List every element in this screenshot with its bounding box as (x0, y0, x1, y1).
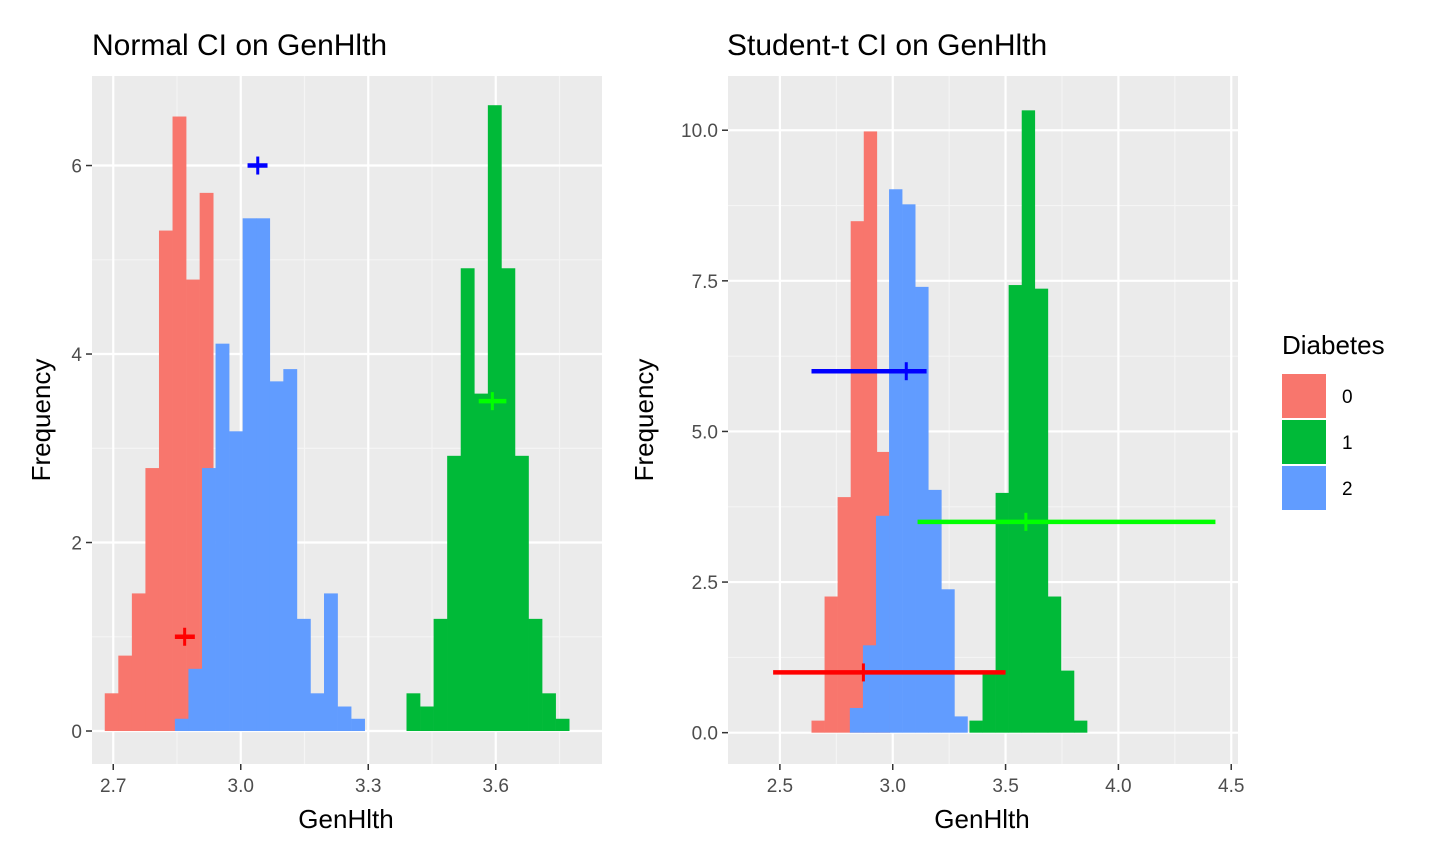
histogram-bar-group-0 (131, 593, 146, 732)
x-axis-label: GenHlth (934, 804, 1029, 834)
x-tick-label: 3.6 (483, 776, 509, 797)
histogram-bar-group-1 (1060, 670, 1075, 733)
histogram-bar-group-1 (969, 720, 983, 733)
legend-swatch-0 (1282, 374, 1326, 418)
histogram-bar-group-0 (811, 720, 825, 733)
histogram-bar-group-2 (201, 468, 216, 732)
x-axis-label: GenHlth (298, 804, 393, 834)
histogram-bar-group-0 (863, 131, 878, 733)
histogram-bar-group-2 (351, 718, 365, 732)
histogram-bar-group-2 (954, 716, 968, 733)
chart-title: Student-t CI on GenHlth (727, 29, 1047, 62)
histogram-bar-group-2 (941, 589, 955, 733)
histogram-bar-group-0 (118, 655, 133, 732)
histogram-bar-group-2 (188, 668, 203, 732)
histogram-bar-group-2 (269, 381, 284, 732)
histogram-bar-group-2 (296, 618, 311, 732)
histogram-bar-group-0 (172, 116, 187, 732)
x-tick-label: 3.3 (355, 776, 381, 797)
legend-swatch-1 (1282, 420, 1326, 464)
histogram-bar-group-1 (542, 693, 556, 732)
y-tick-label: 0.0 (692, 724, 718, 745)
ci-errorbars (174, 156, 507, 646)
y-tick-label: 10.0 (681, 121, 718, 142)
x-tick-label: 4.0 (1105, 776, 1131, 797)
histogram-bar-group-2 (928, 489, 942, 733)
histogram-bar-group-1 (501, 268, 516, 732)
histogram-bar-group-1 (1021, 110, 1036, 733)
x-tick-label: 3.0 (880, 776, 906, 797)
histogram-bar-group-1 (555, 718, 570, 732)
histogram-bar-group-1 (982, 670, 996, 733)
y-tick-label: 0 (71, 722, 82, 743)
x-tick-label: 2.5 (767, 776, 793, 797)
histogram-bar-group-1 (1034, 288, 1049, 733)
histogram-bar-group-0 (837, 497, 851, 733)
legend-swatch-2 (1282, 466, 1326, 510)
histogram-bar-group-0 (850, 221, 865, 733)
x-tick-label: 2.7 (100, 776, 126, 797)
histogram-bar-group-1 (487, 105, 502, 732)
histogram-bar-group-2 (256, 218, 271, 732)
histogram-bar-group-1 (1008, 285, 1023, 733)
panel-background (728, 76, 1238, 764)
legend-label-1: 1 (1342, 433, 1353, 454)
legend-label-2: 2 (1342, 479, 1353, 500)
y-tick-label: 2.5 (692, 573, 718, 594)
histogram-bar-group-2 (875, 515, 890, 733)
histogram-bar-group-1 (447, 455, 462, 732)
histogram-bar-group-2 (902, 204, 916, 733)
x-tick-label: 3.5 (992, 776, 1018, 797)
histogram-bar-group-1 (420, 706, 434, 732)
histogram-bar-group-0 (186, 279, 200, 732)
histogram-bar-group-1 (528, 618, 543, 732)
histogram-bar-group-2 (242, 218, 257, 732)
y-tick-label: 6 (71, 157, 82, 178)
right-plot: 2.5 3.0 3.5 4.0 4.5 0.0 2.5 5.0 7.5 10.0 Student-… (629, 29, 1244, 834)
legend-label-0: 0 (1342, 387, 1353, 408)
histogram-bar-group-1 (1047, 596, 1062, 733)
legend-title: Diabetes (1282, 330, 1385, 360)
histogram-bar-group-2 (229, 431, 243, 732)
y-tick-label: 5.0 (692, 422, 718, 443)
histogram-bar-group-2 (889, 189, 903, 733)
y-axis-label: Frequency (629, 359, 659, 482)
histogram-bar-group-1 (460, 268, 475, 732)
histogram-bar-group-0 (158, 230, 173, 732)
grid-lines (728, 76, 1238, 764)
histogram-bar-group-2 (310, 693, 325, 732)
histogram-bar-group-1 (514, 455, 529, 732)
histogram-bar-group-2 (283, 369, 298, 732)
legend: Diabetes 0 1 2 (1282, 330, 1385, 510)
left-plot: 2.7 3.0 3.3 3.6 0 2 4 6 Normal CI on GenHlth Ge… (26, 29, 602, 834)
histogram-bar-group-1 (995, 492, 1009, 733)
y-axis-label: Frequency (26, 359, 56, 482)
histogram-bar-group-2 (174, 718, 189, 732)
histogram-bar-group-1 (474, 393, 489, 732)
histogram-bar-group-0 (145, 468, 160, 732)
x-tick-label: 3.0 (228, 776, 254, 797)
y-tick-label: 7.5 (692, 272, 718, 293)
axis-ticks: 2.5 3.0 3.5 4.0 4.5 0.0 2.5 5.0 7.5 10.0 (681, 121, 1244, 797)
histogram-bar-group-2 (849, 707, 864, 733)
histogram-bar-group-2 (324, 593, 338, 732)
histogram-bars (104, 105, 570, 732)
histogram-bar-group-2 (915, 286, 929, 733)
histogram-bar-group-0 (824, 596, 838, 733)
histogram-bar-group-2 (215, 343, 230, 732)
x-tick-label: 4.5 (1218, 776, 1244, 797)
chart-title: Normal CI on GenHlth (92, 29, 387, 62)
axis-ticks: 2.7 3.0 3.3 3.6 0 2 4 6 (71, 157, 509, 797)
histogram-bar-group-2 (337, 706, 352, 732)
ci-errorbars (773, 362, 1216, 682)
histogram-bar-group-1 (1073, 720, 1088, 733)
histogram-bar-group-2 (862, 645, 877, 733)
y-tick-label: 2 (71, 534, 82, 555)
histogram-bar-group-1 (433, 618, 448, 732)
y-tick-label: 4 (71, 345, 82, 366)
histogram-bar-group-0 (104, 693, 119, 732)
histogram-bar-group-1 (406, 693, 421, 732)
